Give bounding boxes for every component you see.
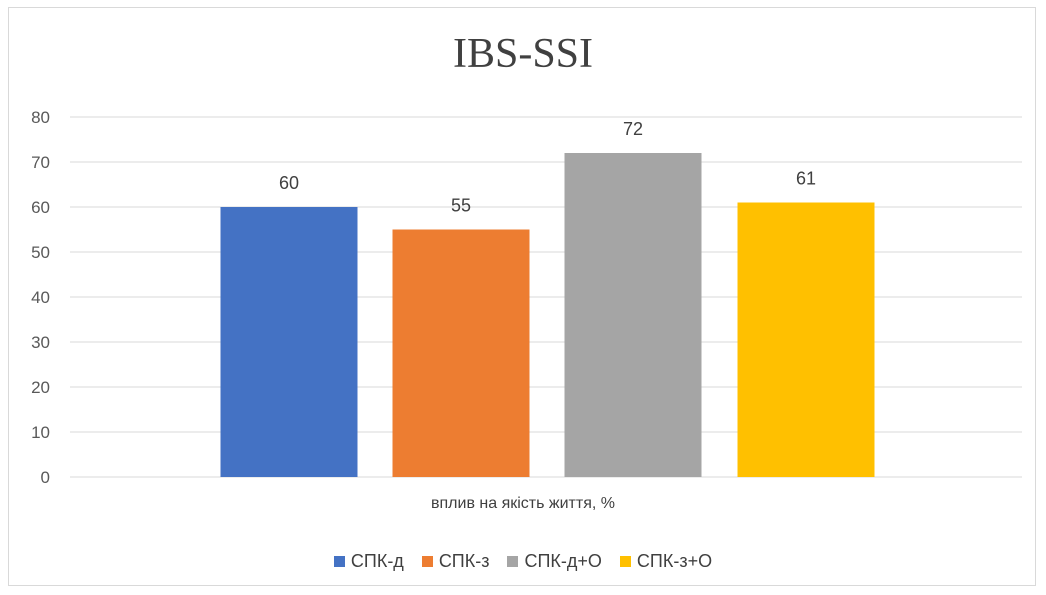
y-tick-label: 70 [31, 153, 50, 172]
y-tick-label: 60 [31, 198, 50, 217]
y-tick-label: 30 [31, 333, 50, 352]
legend-label: СПК-з+О [636, 551, 713, 571]
legend-swatch [507, 556, 519, 567]
legend-swatch [421, 556, 433, 567]
legend-item-1: СПК-д [333, 551, 404, 572]
bar-4 [737, 202, 875, 477]
x-axis-label: вплив на якість життя, % [431, 495, 615, 512]
bar-3 [564, 153, 702, 477]
legend-label: СПК-з [438, 551, 490, 571]
legend-item-3: СПК-д+О [507, 551, 602, 572]
legend-swatch [333, 556, 345, 567]
legend-swatch [619, 556, 631, 567]
data-label-4: 61 [796, 169, 816, 189]
y-tick-label: 80 [31, 108, 50, 127]
legend-label: СПК-д [350, 551, 404, 571]
y-tick-label: 20 [31, 378, 50, 397]
bar-1 [220, 207, 358, 477]
legend-label: СПК-д+О [524, 551, 602, 571]
y-tick-label: 50 [31, 243, 50, 262]
data-label-3: 72 [623, 119, 643, 139]
legend-item-2: СПК-з [421, 551, 490, 572]
bar-2 [392, 229, 530, 477]
data-label-2: 55 [451, 196, 471, 216]
y-tick-label: 40 [31, 288, 50, 307]
chart-legend: СПК-д СПК-з СПК-д+О СПК-з+О [0, 551, 1046, 572]
legend-item-4: СПК-з+О [619, 551, 713, 572]
chart-title: IBS-SSI [452, 31, 594, 77]
y-tick-label: 0 [41, 468, 50, 487]
data-label-1: 60 [279, 173, 299, 193]
y-tick-label: 10 [31, 423, 50, 442]
